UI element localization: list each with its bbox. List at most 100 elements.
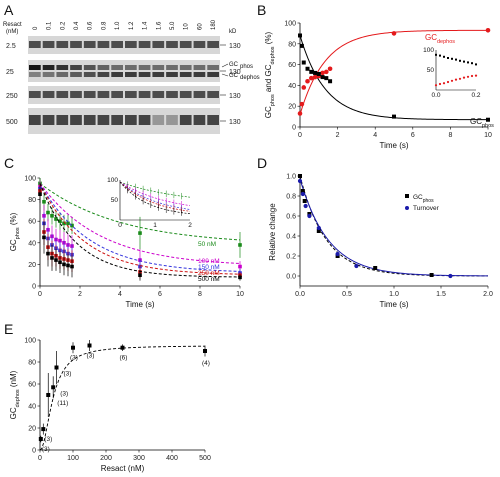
inset-point [442, 82, 446, 85]
y-tick-label: 60 [288, 62, 296, 69]
data-point [320, 70, 325, 76]
blot-row-label: 500 [6, 119, 18, 126]
data-point [301, 85, 307, 90]
marker-label: 130 [229, 43, 241, 50]
lane-label: 0 [33, 26, 39, 30]
y-tick-label: 20 [28, 262, 36, 269]
y-tick-label: 80 [28, 360, 36, 367]
panel-e-label: E [4, 321, 13, 337]
panel-b-label: B [257, 2, 266, 18]
data-point [391, 31, 397, 36]
inset-curve [119, 181, 191, 198]
panel-e: E 0 100 200 300 400 500 0 20 40 60 80 100 Resact (nM… [4, 321, 211, 473]
panel-c-label: C [4, 155, 14, 171]
data-point [485, 27, 491, 33]
blot-band [29, 72, 41, 77]
blot-band [83, 41, 96, 48]
blot-band [97, 115, 110, 125]
data-point [305, 66, 310, 71]
y-axis-label-part: phos [270, 94, 276, 106]
y-tick-label: 100 [284, 21, 296, 28]
inset-point [459, 59, 461, 62]
n-label: (11) [57, 400, 68, 407]
blot-band [56, 65, 69, 70]
x-tick-label: 0.0 [295, 291, 305, 298]
blot-row-label: 250 [6, 93, 18, 100]
n-label: (3) [70, 355, 78, 362]
inset-point [439, 54, 441, 57]
data-point [313, 70, 318, 75]
data-point [297, 111, 303, 116]
lane-label: 0.8 [101, 21, 107, 30]
data-point [308, 75, 314, 81]
n-label: (4) [202, 360, 210, 367]
data-point [46, 393, 51, 397]
data-point [307, 213, 312, 219]
blot-band [193, 72, 206, 77]
blot-strip [28, 36, 220, 54]
inset-x-tick-label: 0 [118, 222, 122, 229]
y-tick-label: 80 [288, 41, 296, 48]
inset-point [471, 62, 473, 65]
data-point [354, 263, 359, 269]
data-point [327, 66, 333, 72]
data-point [54, 365, 59, 370]
x-tick-label: 0 [298, 132, 302, 139]
blot-band [138, 72, 151, 77]
data-point [486, 117, 490, 122]
blot-row-labels: 2.5 25 250 500 [6, 43, 18, 126]
inset-point [434, 84, 438, 87]
gc-dephos-series-sub: dephos [437, 39, 455, 45]
y-axis-label-part: (%) [9, 212, 18, 227]
data-point [38, 437, 43, 441]
x-tick-label: 6 [158, 291, 162, 298]
y-tick-label: 20 [28, 426, 36, 433]
lane-label: 1.2 [129, 21, 135, 30]
blot-band [70, 91, 82, 98]
resact-label: Resact [3, 22, 22, 28]
blot-strip [28, 86, 220, 104]
western-blots [28, 36, 220, 134]
data-point [302, 199, 307, 203]
lane-labels: 0 0.1 0.2 0.4 0.6 0.8 1.0 1.2 1.4 1.6 5.0 10 60 180 [33, 19, 217, 30]
blot-band [207, 91, 219, 98]
y-axis-label-part: phos [15, 227, 21, 239]
y-tick-label: 1.0 [286, 174, 296, 181]
series-label: 500 nM [198, 276, 220, 283]
gc-phos-label-sub: phos [240, 64, 253, 70]
blot-band [97, 72, 110, 77]
blot-band [97, 41, 110, 48]
blot-band [83, 72, 96, 77]
data-point [203, 349, 207, 353]
data-point [324, 76, 329, 81]
inset-point [451, 57, 453, 60]
x-tick-label: 2.0 [483, 291, 493, 298]
blot-strip [28, 60, 220, 82]
lane-label: 5.0 [170, 21, 176, 30]
blot-band [152, 72, 165, 77]
gc-phos-series-sub: phos [482, 123, 494, 129]
inset-point [447, 57, 449, 59]
blot-band [111, 72, 123, 77]
n-label: (3) [42, 446, 50, 453]
inset-point [454, 78, 458, 81]
legend-gc-phos-sub: phos [423, 198, 434, 204]
marker-label: 130 [229, 93, 241, 100]
blot-band [125, 65, 137, 70]
data-point [335, 251, 340, 257]
blot-band [166, 91, 178, 98]
blot-band [166, 65, 178, 70]
data-point [38, 192, 42, 196]
blot-band [42, 91, 55, 98]
data-point [62, 221, 66, 226]
blot-band [207, 65, 219, 70]
x-tick-label: 2 [78, 291, 82, 298]
n-label: (3) [44, 436, 52, 443]
y-axis-label-part: (nM) [9, 370, 18, 389]
y-tick-label: 0.0 [286, 274, 296, 281]
y-axis-label-part: dephos [270, 46, 276, 64]
y-axis-label: Relative change [268, 203, 277, 261]
data-point [298, 33, 302, 38]
data-point [120, 345, 125, 350]
data-point [66, 221, 70, 226]
